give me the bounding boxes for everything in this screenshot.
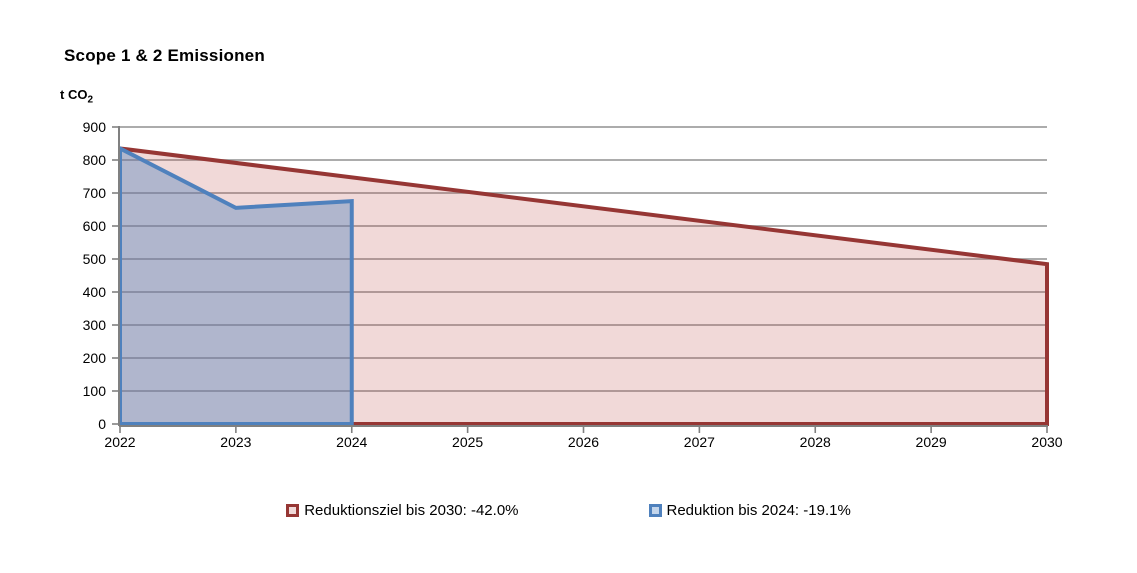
y-tick-label: 700 — [83, 185, 107, 201]
y-tick-label: 800 — [83, 152, 107, 168]
legend-item-reduktion: Reduktion bis 2024: -19.1% — [648, 502, 851, 519]
x-tick-label: 2025 — [452, 434, 483, 450]
legend: Reduktionsziel bis 2030: -42.0% Reduktio… — [0, 502, 1137, 519]
y-tick-label: 500 — [83, 251, 107, 267]
legend-marker-reduktionsziel — [286, 504, 300, 517]
y-axis-unit-text: t CO — [60, 87, 88, 102]
legend-label-reduktion: Reduktion bis 2024: -19.1% — [666, 502, 851, 519]
chart-title: Scope 1 & 2 Emissionen — [64, 46, 265, 65]
x-tick-label: 2029 — [916, 434, 947, 450]
y-axis-unit-label: t CO2 — [60, 87, 93, 106]
y-tick-label: 600 — [83, 218, 107, 234]
y-tick-label: 200 — [83, 350, 107, 366]
x-tick-label: 2027 — [684, 434, 715, 450]
y-tick-label: 900 — [83, 119, 107, 135]
y-tick-label: 0 — [98, 416, 106, 432]
y-tick-label: 100 — [83, 383, 107, 399]
legend-marker-reduktion — [648, 504, 662, 517]
legend-label-reduktionsziel: Reduktionsziel bis 2030: -42.0% — [304, 502, 519, 519]
x-tick-label: 2023 — [220, 434, 251, 450]
x-tick-label: 2030 — [1031, 434, 1062, 450]
legend-item-reduktionsziel: Reduktionsziel bis 2030: -42.0% — [286, 502, 519, 519]
x-tick-label: 2022 — [104, 434, 135, 450]
y-tick-label: 300 — [83, 317, 107, 333]
y-axis-unit-subscript: 2 — [87, 94, 94, 106]
x-tick-label: 2026 — [568, 434, 599, 450]
y-tick-label: 400 — [83, 284, 107, 300]
x-tick-label: 2028 — [800, 434, 831, 450]
x-tick-label: 2024 — [336, 434, 367, 450]
